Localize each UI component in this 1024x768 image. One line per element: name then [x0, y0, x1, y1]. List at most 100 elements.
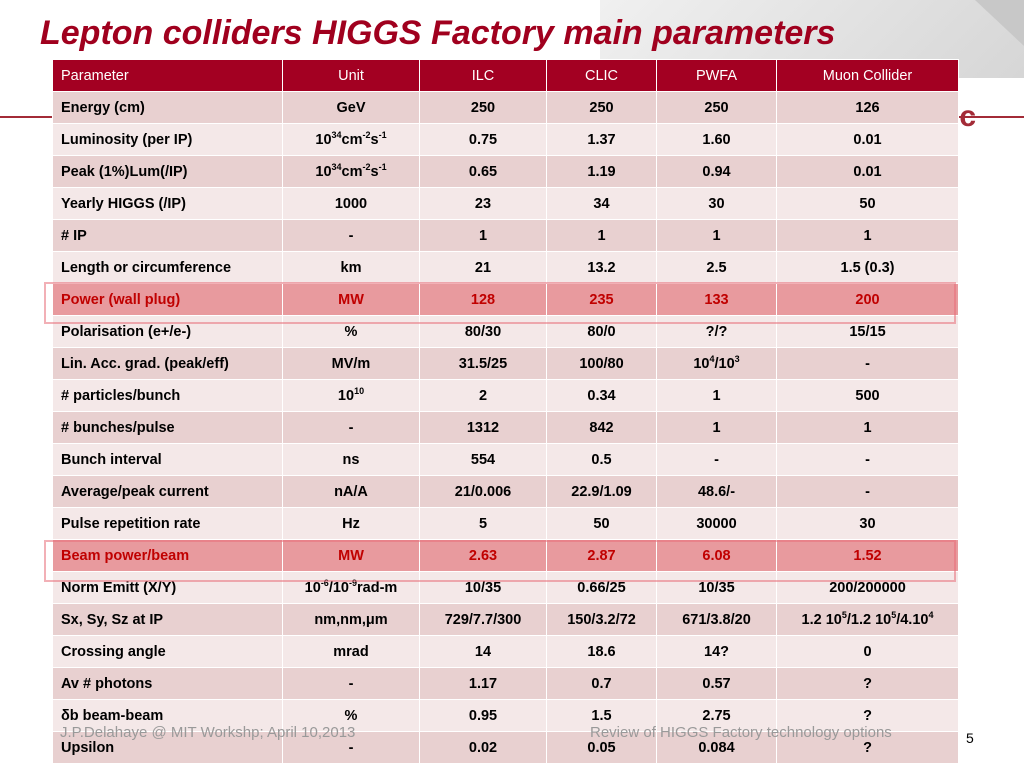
- table-cell: nA/A: [282, 475, 420, 508]
- table-row: Bunch interval ns 554 0.5- -: [52, 443, 959, 476]
- column-header: CLIC: [546, 59, 657, 92]
- table-cell: 18.6: [546, 635, 657, 668]
- table-cell: 0.75: [419, 123, 547, 156]
- table-cell: 23: [419, 187, 547, 220]
- table-cell: km: [282, 251, 420, 284]
- table-cell: 671/3.8/20: [656, 603, 777, 636]
- footer-talk-title: Review of HIGGS Factory technology optio…: [590, 724, 892, 741]
- parameter-name-cell: Average/peak current: [52, 475, 283, 508]
- table-cell: 2.87: [546, 539, 657, 572]
- footer-author: J.P.Delahaye @ MIT Workshp; April 10,201…: [60, 724, 356, 741]
- table-cell: 200: [776, 283, 959, 316]
- table-row: # IP -1 1 1 1: [52, 219, 959, 252]
- table-cell: 10-6/10-9rad-m: [282, 571, 420, 604]
- table-cell: ?: [776, 699, 959, 732]
- table-cell: 1.2 105/1.2 105/4.104: [776, 603, 959, 636]
- table-cell: 1: [656, 411, 777, 444]
- table-cell: 10/35: [419, 571, 547, 604]
- table-cell: nm,nm,μm: [282, 603, 420, 636]
- table-cell: 100/80: [546, 347, 657, 380]
- table-cell: 250: [656, 91, 777, 124]
- table-cell: 150/3.2/72: [546, 603, 657, 636]
- table-cell: %: [282, 315, 420, 348]
- parameter-name-cell: Beam power/beam: [52, 539, 283, 572]
- table-cell: 14?: [656, 635, 777, 668]
- column-header: Parameter: [52, 59, 283, 92]
- table-cell: 1010: [282, 379, 420, 412]
- table-row: Average/peak current nA/A 21/0.006 22.9/1.0…: [52, 475, 959, 508]
- table-cell: 0.02: [419, 731, 547, 764]
- table-cell: 13.2: [546, 251, 657, 284]
- table-cell: 50: [546, 507, 657, 540]
- table-cell: 104/103: [656, 347, 777, 380]
- table-cell: 554: [419, 443, 547, 476]
- table-row: Peak (1%)Lum(/IP) 1034cm-2s-1 0.65 1.19 0.94…: [52, 155, 959, 188]
- table-cell: 31.5/25: [419, 347, 547, 380]
- table-cell: 1: [419, 219, 547, 252]
- table-cell: 0.5: [546, 443, 657, 476]
- table-cell: 842: [546, 411, 657, 444]
- table-cell: 80/0: [546, 315, 657, 348]
- table-cell: 1.5 (0.3): [776, 251, 959, 284]
- table-cell: 0: [776, 635, 959, 668]
- parameter-name-cell: Crossing angle: [52, 635, 283, 668]
- table-cell: ?/?: [656, 315, 777, 348]
- table-cell: 2.75: [656, 699, 777, 732]
- parameter-name-cell: Energy (cm): [52, 91, 283, 124]
- table-cell: MW: [282, 283, 420, 316]
- table-cell: 1.19: [546, 155, 657, 188]
- table-cell: -: [282, 667, 420, 700]
- table-row: Beam power/beam MW 2.63 2.87 6.08 1.52: [52, 539, 959, 572]
- table-cell: MW: [282, 539, 420, 572]
- parameter-name-cell: Power (wall plug): [52, 283, 283, 316]
- table-cell: 200/200000: [776, 571, 959, 604]
- table-cell: 729/7.7/300: [419, 603, 547, 636]
- table-cell: MV/m: [282, 347, 420, 380]
- table-cell: 1: [776, 411, 959, 444]
- table-cell: -: [656, 443, 777, 476]
- table-row: Yearly HIGGS (/IP) 1000 23 34 30 50: [52, 187, 959, 220]
- table-row: Length or circumference km 21 13.2 2.5 1.5 (0…: [52, 251, 959, 284]
- parameter-name-cell: Lin. Acc. grad. (peak/eff): [52, 347, 283, 380]
- table-cell: ?: [776, 731, 959, 764]
- table-cell: 1.37: [546, 123, 657, 156]
- table-cell: -: [282, 219, 420, 252]
- table-cell: 250: [419, 91, 547, 124]
- table-cell: 22.9/1.09: [546, 475, 657, 508]
- table-row: Av # photons -1.17 0.7 0.57?: [52, 667, 959, 700]
- table-body: Energy (cm) GeV 250 250 250 126 Luminosity (pe…: [52, 91, 959, 764]
- table-row: Crossing angle mrad 14 18.6 14? 0: [52, 635, 959, 668]
- column-header: ILC: [419, 59, 547, 92]
- table-cell: ns: [282, 443, 420, 476]
- table-cell: 1312: [419, 411, 547, 444]
- table-cell: 235: [546, 283, 657, 316]
- parameter-name-cell: Av # photons: [52, 667, 283, 700]
- table-cell: 1.5: [546, 699, 657, 732]
- slide-title: Lepton colliders HIGGS Factory main para…: [40, 14, 836, 52]
- table-row: Power (wall plug) MW 128 235 133 200: [52, 283, 959, 316]
- table-cell: 6.08: [656, 539, 777, 572]
- parameters-table: Parameter Unit ILC CLIC PWFA Muon Collider En…: [52, 59, 959, 764]
- table-row: Norm Emitt (X/Y) 10-6/10-9rad-m 10/35 0.66/…: [52, 571, 959, 604]
- table-cell: 0.34: [546, 379, 657, 412]
- column-header: PWFA: [656, 59, 777, 92]
- page-number: 5: [966, 730, 974, 746]
- table-cell: 30: [656, 187, 777, 220]
- table-header-row: Parameter Unit ILC CLIC PWFA Muon Collider: [52, 59, 959, 92]
- table-row: Upsilon -0.02 0.05 0.084?: [52, 731, 959, 764]
- parameter-name-cell: # particles/bunch: [52, 379, 283, 412]
- table-cell: 30000: [656, 507, 777, 540]
- table-row: Polarisation (e+/e-)% 80/30 80/0 ?/? 15/15: [52, 315, 959, 348]
- table-cell: 0.95: [419, 699, 547, 732]
- table-row: Luminosity (per IP) 1034cm-2s-1 0.75 1.37 1.…: [52, 123, 959, 156]
- parameter-name-cell: Bunch interval: [52, 443, 283, 476]
- table-cell: -: [282, 731, 420, 764]
- table-cell: -: [282, 411, 420, 444]
- column-header: Muon Collider: [776, 59, 959, 92]
- table-cell: 500: [776, 379, 959, 412]
- parameter-name-cell: Pulse repetition rate: [52, 507, 283, 540]
- table-row: Pulse repetition rate Hz 5 50 30000 30: [52, 507, 959, 540]
- table-cell: 10/35: [656, 571, 777, 604]
- table-cell: 50: [776, 187, 959, 220]
- table-cell: GeV: [282, 91, 420, 124]
